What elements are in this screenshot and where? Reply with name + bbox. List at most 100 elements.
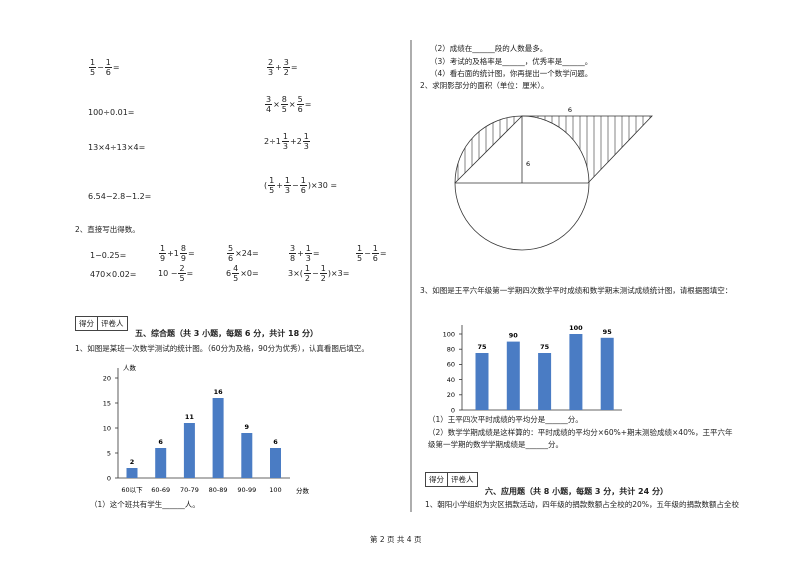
expr-text: )×30 = <box>307 181 338 190</box>
question: 2、直接写出得数。 <box>75 225 140 234</box>
expr-text: 10 − <box>158 269 178 278</box>
expression: 6 4 5 ×0= <box>226 264 259 283</box>
shape-outline <box>454 115 653 184</box>
expression: (1 5 +1 3−1 6)×30 = <box>264 176 337 195</box>
expr-text: )×3= <box>327 269 350 278</box>
question: 3、如图是王平六年级第一学期四次数学平时成绩和数学期末测试成绩统计图，请根据图填… <box>420 286 733 295</box>
question: （2）数学学期成绩是这样算的：平时成绩的平均分×60%+期末测验成绩×40%，王… <box>428 428 733 437</box>
denominator: 9 <box>160 254 166 263</box>
data-label: 95 <box>603 328 613 336</box>
expr-text: − <box>364 249 371 258</box>
denominator: 2 <box>304 274 311 283</box>
numerator: 3 <box>282 58 290 68</box>
dimension-label: 6 <box>526 160 530 168</box>
denominator: 6 <box>300 186 306 195</box>
y-tick-label: 80 <box>447 346 455 354</box>
score-cell: 评卷人 <box>97 317 127 330</box>
data-label: 6 <box>273 438 278 446</box>
expr-text: 100÷0.01= <box>88 108 135 117</box>
numerator: 1 <box>159 244 167 254</box>
bar <box>126 468 138 478</box>
expr-text: 2÷ <box>264 137 276 146</box>
expr-text: = <box>187 249 195 258</box>
expr-text: 1−0.25= <box>90 251 127 260</box>
bar <box>183 423 195 478</box>
y-tick-label: 0 <box>107 474 111 482</box>
expr-text: − <box>97 63 104 72</box>
bar <box>241 433 253 478</box>
expr-text: − <box>312 269 319 278</box>
numerator: 8 <box>280 95 288 105</box>
score-cell: 得分 <box>429 475 444 484</box>
expr-text: = <box>186 269 194 278</box>
denominator: 9 <box>180 254 186 263</box>
y-tick-label: 20 <box>103 374 111 382</box>
expression: 2 3 +3 2 = <box>266 58 298 77</box>
expression: 1 5−1 6 = <box>88 58 120 77</box>
denominator: 3 <box>303 142 309 151</box>
expr-text: = <box>312 249 320 258</box>
y-tick-label: 15 <box>103 399 111 407</box>
expr-text: ×0= <box>240 269 259 278</box>
page-footer: 第 2 页 共 4 页 <box>370 535 422 544</box>
numerator: 1 <box>283 176 292 186</box>
expression: 3×(1 2−1 2)×3= <box>288 264 349 283</box>
expr-text: 3×( <box>288 269 303 278</box>
bar <box>506 341 520 410</box>
denominator: 5 <box>357 254 363 263</box>
whole-number: 2 <box>296 137 302 146</box>
expr-text: = <box>112 63 120 72</box>
numerator: 2 <box>178 264 186 274</box>
expression: 6.54−2.8−1.2= <box>88 192 151 201</box>
expr-text: 6.54−2.8−1.2= <box>88 192 152 201</box>
expr-text: ( <box>264 181 268 190</box>
expression: 1 9 +1 8 9 = <box>158 244 195 263</box>
denominator: 3 <box>284 186 291 195</box>
numerator: 1 <box>281 132 289 142</box>
question: 2、求阴影部分的面积（单位：厘米）。 <box>420 81 549 90</box>
expression: 1−0.25= <box>90 251 126 260</box>
denominator: 5 <box>233 274 239 283</box>
numerator: 8 <box>179 244 187 254</box>
whole-number: 1 <box>275 137 281 146</box>
x-tick-label: 70-79 <box>180 486 199 494</box>
bar <box>538 353 552 410</box>
y-tick-label: 20 <box>447 391 455 399</box>
question: （1）王平四次平时成绩的平均分是______分。 <box>428 415 583 424</box>
denominator: 5 <box>90 68 96 77</box>
denominator: 2 <box>283 68 289 77</box>
data-label: 11 <box>185 413 195 421</box>
question: （2）成绩在______段的人数最多。 <box>430 44 548 53</box>
data-label: 2 <box>130 458 135 466</box>
bar-chart: 0 20 40 60 80 100 75 90 75 100 95 <box>443 324 622 414</box>
denominator: 6 <box>105 68 111 77</box>
expr-text: 470×0.02= <box>90 270 137 279</box>
expr-text: − <box>292 181 299 190</box>
bar <box>270 448 281 478</box>
dimension-label: 6 <box>568 106 572 114</box>
question: 1、朝阳小学组织为灾区捐款活动，四年级的捐款数额占全校的20%，五年级的捐款数额… <box>425 500 739 509</box>
x-tick-label: 60以下 <box>121 486 143 494</box>
expr-text: ×24= <box>235 249 259 258</box>
numerator: 1 <box>302 132 310 142</box>
data-label: 75 <box>540 343 550 351</box>
expr-text: + <box>297 249 304 258</box>
denominator: 3 <box>268 68 274 77</box>
bar <box>600 337 614 410</box>
expr-text: 13×4÷13×4= <box>88 143 146 152</box>
expression: 3 4 × 8 5 × 5 6 = <box>264 95 311 114</box>
